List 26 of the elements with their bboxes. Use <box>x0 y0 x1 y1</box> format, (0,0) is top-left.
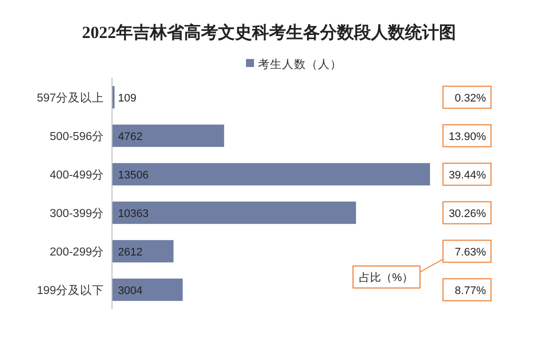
bar <box>112 202 356 224</box>
text: 7.63% <box>454 246 486 258</box>
data-label: 4762 <box>118 130 142 143</box>
data-label: 3004 <box>118 284 142 297</box>
data-label: 109 <box>118 92 136 104</box>
y-tick-label: 500-596分 <box>50 130 104 143</box>
bar <box>112 163 430 186</box>
data-label: 13506 <box>118 169 149 182</box>
data-label: 2612 <box>118 246 142 258</box>
text: 13.90% <box>448 130 486 143</box>
data-label: 10363 <box>118 208 149 220</box>
text: 8.77% <box>454 284 486 297</box>
legend-label: 考生人数（人） <box>258 58 342 71</box>
y-tick-label: 400-499分 <box>50 168 104 182</box>
text: 0.32% <box>454 92 486 104</box>
annotation: 占比（%） <box>359 271 413 284</box>
text: 39.44% <box>448 169 486 182</box>
y-tick-label: 199分及以下 <box>36 284 104 297</box>
chart-title: 2022年吉林省高考文史科考生各分数段人数统计图 <box>82 23 456 42</box>
bar <box>112 240 174 262</box>
y-tick-label: 300-399分 <box>50 206 104 220</box>
bar <box>112 278 183 301</box>
bar <box>112 124 224 147</box>
y-tick-label: 597分及以上 <box>36 91 104 104</box>
y-tick-label: 200-299分 <box>50 245 104 258</box>
text: 30.26% <box>448 208 486 220</box>
